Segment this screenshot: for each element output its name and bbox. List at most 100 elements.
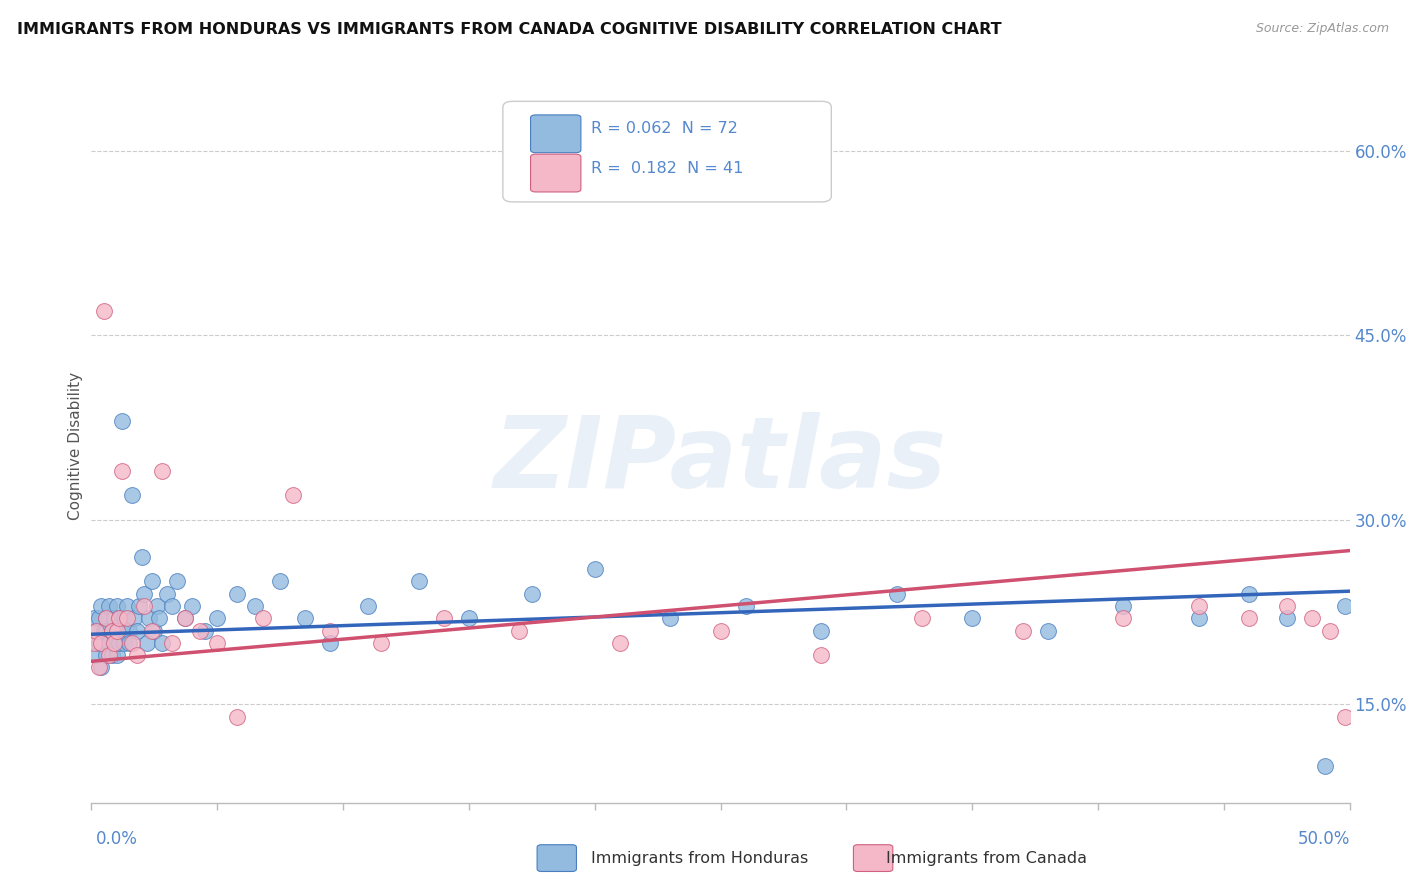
Point — [87, 660, 110, 674]
FancyBboxPatch shape — [530, 115, 581, 153]
Point — [135, 636, 157, 650]
Point — [205, 636, 228, 650]
Point — [105, 624, 128, 638]
Point — [911, 611, 934, 625]
Point — [886, 587, 908, 601]
Point — [108, 611, 131, 625]
Point — [83, 636, 105, 650]
Point — [609, 636, 631, 650]
Point — [141, 624, 163, 638]
Point — [93, 624, 115, 638]
Point — [118, 636, 141, 650]
Point — [1112, 599, 1135, 613]
Point — [100, 624, 122, 638]
Point — [810, 648, 832, 662]
Point — [108, 636, 131, 650]
Point — [121, 636, 143, 650]
Point — [146, 599, 169, 613]
Text: Immigrants from Honduras: Immigrants from Honduras — [591, 851, 808, 865]
FancyBboxPatch shape — [530, 154, 581, 192]
Point — [173, 611, 195, 625]
Point — [1188, 599, 1211, 613]
Point — [205, 611, 228, 625]
Point — [1333, 599, 1355, 613]
Point — [103, 636, 125, 650]
Point — [370, 636, 392, 650]
Point — [319, 624, 342, 638]
Point — [93, 303, 115, 318]
Point — [357, 599, 380, 613]
Text: 0.0%: 0.0% — [96, 830, 138, 847]
Point — [128, 599, 150, 613]
Point — [134, 587, 156, 601]
Point — [96, 624, 118, 638]
Point — [98, 648, 121, 662]
Y-axis label: Cognitive Disability: Cognitive Disability — [67, 372, 83, 520]
Text: IMMIGRANTS FROM HONDURAS VS IMMIGRANTS FROM CANADA COGNITIVE DISABILITY CORRELAT: IMMIGRANTS FROM HONDURAS VS IMMIGRANTS F… — [17, 22, 1001, 37]
Point — [810, 624, 832, 638]
Point — [173, 611, 195, 625]
Point — [134, 599, 156, 613]
Point — [1301, 611, 1323, 625]
Point — [103, 636, 125, 650]
Point — [252, 611, 274, 625]
Point — [226, 709, 249, 723]
Point — [319, 636, 342, 650]
Point — [112, 636, 135, 650]
Point — [86, 648, 108, 662]
Point — [1333, 709, 1355, 723]
Point — [96, 611, 118, 625]
Point — [457, 611, 479, 625]
Point — [709, 624, 731, 638]
Point — [96, 611, 118, 625]
Point — [433, 611, 456, 625]
Text: Immigrants from Canada: Immigrants from Canada — [886, 851, 1087, 865]
Point — [1188, 611, 1211, 625]
Point — [121, 488, 143, 502]
Point — [1237, 611, 1260, 625]
FancyBboxPatch shape — [853, 845, 893, 871]
Point — [110, 624, 132, 638]
Point — [194, 624, 217, 638]
Point — [87, 636, 110, 650]
Point — [108, 611, 131, 625]
Point — [150, 636, 173, 650]
Point — [90, 599, 112, 613]
Point — [1275, 599, 1298, 613]
Point — [166, 574, 188, 589]
Point — [100, 624, 122, 638]
Point — [226, 587, 249, 601]
Point — [243, 599, 266, 613]
Point — [1011, 624, 1033, 638]
Point — [122, 611, 145, 625]
Point — [105, 624, 128, 638]
Point — [1319, 624, 1341, 638]
Point — [100, 648, 122, 662]
Point — [156, 587, 179, 601]
Point — [105, 648, 128, 662]
FancyBboxPatch shape — [537, 845, 576, 871]
Point — [583, 562, 606, 576]
Text: ZIPatlas: ZIPatlas — [494, 412, 948, 508]
Point — [160, 599, 183, 613]
Point — [87, 611, 110, 625]
Point — [408, 574, 430, 589]
Point — [148, 611, 170, 625]
Point — [110, 464, 132, 478]
Point — [86, 624, 108, 638]
Point — [141, 574, 163, 589]
Point — [1275, 611, 1298, 625]
Point — [90, 660, 112, 674]
Point — [93, 636, 115, 650]
Text: Source: ZipAtlas.com: Source: ZipAtlas.com — [1256, 22, 1389, 36]
Point — [1313, 759, 1336, 773]
Point — [1036, 624, 1059, 638]
Point — [150, 464, 173, 478]
Point — [103, 611, 125, 625]
Point — [294, 611, 316, 625]
Point — [281, 488, 304, 502]
Point — [1112, 611, 1135, 625]
Point — [115, 611, 138, 625]
Point — [659, 611, 682, 625]
Point — [1237, 587, 1260, 601]
